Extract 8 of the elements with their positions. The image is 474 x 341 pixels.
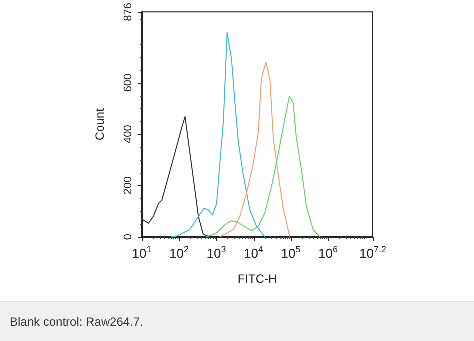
text: Blank control: Raw264.7.	[0, 301, 474, 341]
y-tick-label: 200	[122, 176, 134, 195]
y-tick-label: 0	[122, 234, 134, 240]
y-tick-label: 400	[122, 125, 134, 144]
y-tick-label: 600	[122, 74, 134, 92]
y-axis-title: Count	[93, 108, 107, 141]
x-axis-title: FITC-H	[238, 272, 278, 286]
y-tick-label: 876	[122, 2, 134, 22]
